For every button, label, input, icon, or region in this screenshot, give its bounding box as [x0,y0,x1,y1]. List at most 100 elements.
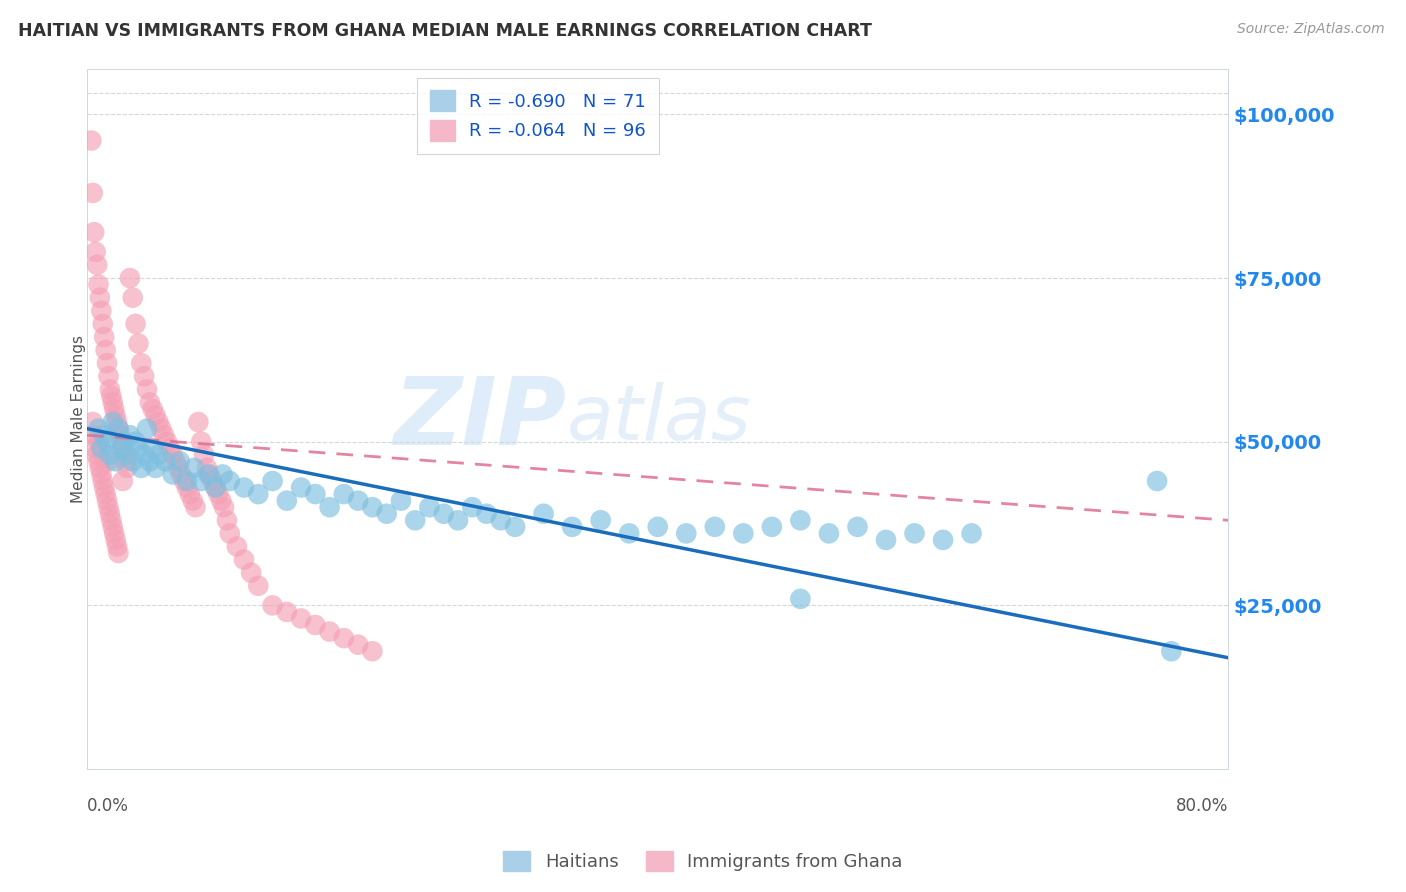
Point [86,448,108,462]
Point [733,526,755,541]
Point [97,500,120,515]
Point [110,434,132,449]
Point [107,422,129,436]
Point [98,382,121,396]
Point [675,526,697,541]
Point [932,533,955,547]
Point [124,434,146,449]
Point [262,599,284,613]
Point [190,474,212,488]
Point [183,461,205,475]
Point [83,428,105,442]
Point [96,356,118,370]
Point [94,343,117,357]
Point [114,454,136,468]
Point [333,487,356,501]
Point [87,434,110,449]
Point [124,317,146,331]
Point [86,258,108,272]
Point [112,448,135,462]
Point [107,546,129,560]
Point [503,520,526,534]
Point [361,644,384,658]
Point [96,493,118,508]
Point [167,461,190,475]
Point [197,467,219,482]
Point [165,454,187,468]
Text: atlas: atlas [567,382,751,456]
Point [201,474,224,488]
Point [107,422,129,436]
Point [127,336,149,351]
Point [101,415,124,429]
Point [170,467,193,482]
Point [176,481,198,495]
Point [318,500,340,515]
Point [304,487,326,501]
Point [84,442,107,456]
Point [156,434,179,449]
Point [960,526,983,541]
Point [148,415,170,429]
Point [207,487,229,501]
Point [162,467,184,482]
Point [100,389,122,403]
Point [83,225,105,239]
Point [181,493,204,508]
Point [90,442,112,456]
Point [145,409,167,423]
Point [461,500,484,515]
Point [139,454,162,468]
Point [121,291,143,305]
Text: HAITIAN VS IMMIGRANTS FROM GHANA MEDIAN MALE EARNINGS CORRELATION CHART: HAITIAN VS IMMIGRANTS FROM GHANA MEDIAN … [18,22,872,40]
Point [489,513,512,527]
Point [162,448,184,462]
Point [204,481,226,495]
Point [101,395,124,409]
Point [91,474,114,488]
Point [247,579,270,593]
Point [108,428,131,442]
Point [80,134,103,148]
Point [184,500,207,515]
Point [89,461,111,475]
Y-axis label: Median Male Earnings: Median Male Earnings [72,334,86,503]
Point [475,507,498,521]
Point [818,526,841,541]
Point [104,409,127,423]
Point [155,454,177,468]
Point [433,507,456,521]
Point [195,461,218,475]
Point [240,566,263,580]
Point [218,526,240,541]
Point [101,520,124,534]
Point [176,474,198,488]
Point [136,382,159,396]
Point [789,591,811,606]
Point [134,448,156,462]
Point [127,442,149,456]
Point [100,513,122,527]
Point [129,461,152,475]
Point [761,520,783,534]
Point [1160,644,1182,658]
Point [875,533,897,547]
Point [115,461,138,475]
Point [84,244,107,259]
Point [142,442,165,456]
Point [112,434,135,449]
Point [94,487,117,501]
Legend: R = -0.690   N = 71, R = -0.064   N = 96: R = -0.690 N = 71, R = -0.064 N = 96 [418,78,659,153]
Point [103,402,125,417]
Point [145,461,167,475]
Point [903,526,925,541]
Point [333,631,356,645]
Point [87,277,110,292]
Point [276,493,298,508]
Text: 80.0%: 80.0% [1175,797,1229,815]
Point [115,448,138,462]
Point [82,186,104,200]
Point [104,454,127,468]
Point [619,526,641,541]
Point [111,474,134,488]
